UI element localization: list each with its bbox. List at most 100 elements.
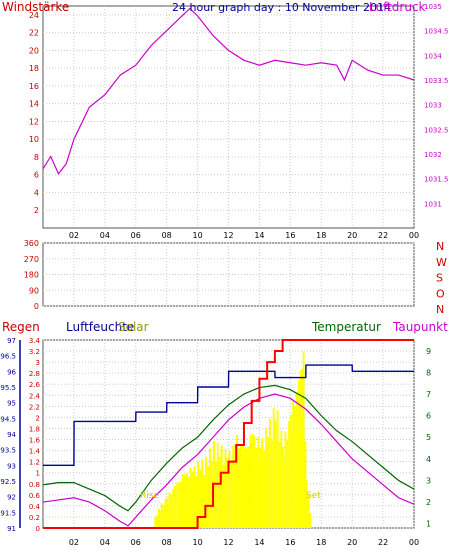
solar-bar <box>288 420 291 528</box>
dewpoint-label: Taupunkt <box>392 320 448 334</box>
rain-tick-label: 0.6 <box>29 492 41 500</box>
pressure-tick-label: 1034 <box>424 52 442 60</box>
rain-tick-label: 2 <box>36 414 40 422</box>
humidity-tick-label: 95 <box>7 400 16 408</box>
solar-bar <box>164 499 167 528</box>
solar-bars <box>154 351 312 528</box>
solar-bar <box>195 475 198 528</box>
pressure-time-tick: 14 <box>254 231 264 240</box>
compass-label: O <box>436 287 445 300</box>
solar-bar <box>156 515 159 528</box>
sunset-label: Set <box>306 491 321 501</box>
solar-bar <box>234 445 236 528</box>
climate-grid <box>43 339 415 529</box>
pressure-time-tick: 02 <box>69 231 79 240</box>
temperature-label: Temperatur <box>311 320 381 334</box>
solar-bar <box>222 464 225 528</box>
climate-time-tick: 00 <box>409 538 419 547</box>
solar-bar <box>270 440 273 528</box>
chart-title: 24 hour graph day : 10 November 2014 <box>172 1 391 14</box>
wind-tick-label: 20 <box>29 46 39 55</box>
solar-bar <box>292 400 295 528</box>
solar-label: Solar <box>118 320 149 334</box>
pressure-tick-label: 1035 <box>424 3 442 11</box>
climate-time-tick: 04 <box>100 538 110 547</box>
wind-axis-label: Windstärke <box>2 0 69 14</box>
solar-bar <box>214 460 217 528</box>
temperature-tick-label: 9 <box>426 347 431 356</box>
solar-bar <box>304 441 307 528</box>
compass-label: N <box>436 303 444 316</box>
pressure-time-tick: 00 <box>409 231 419 240</box>
temperature-tick-label: 8 <box>426 368 431 377</box>
climate-time-tick: 18 <box>316 538 326 547</box>
humidity-tick-label: 94.5 <box>0 415 16 423</box>
solar-bar <box>216 442 219 528</box>
humidity-line <box>43 364 414 467</box>
solar-bar <box>160 503 163 528</box>
solar-bar <box>189 473 192 528</box>
wind-axis-ticks: 24 22 20 18 16 14 12 10 8 6 4 2 <box>29 11 39 215</box>
solar-bar <box>247 446 250 528</box>
temperature-tick-label: 2 <box>426 498 431 507</box>
pressure-tick-label: 1033 <box>424 102 442 110</box>
pressure-time-ticks: 02 04 06 08 10 12 14 16 18 20 22 00 <box>69 231 419 240</box>
solar-bar <box>276 410 279 528</box>
rain-tick-label: 1.8 <box>29 425 40 433</box>
solar-bar <box>284 431 287 528</box>
wind-tick-label: 2 <box>34 206 39 215</box>
temperature-axis-ticks: 9 8 7 6 5 4 3 2 1 <box>426 347 431 529</box>
climate-time-tick: 12 <box>223 538 233 547</box>
pressure-time-tick: 22 <box>378 231 388 240</box>
solar-bar <box>307 494 310 528</box>
rain-label: Regen <box>2 320 40 334</box>
solar-bar <box>228 450 231 528</box>
pressure-grid <box>43 6 415 228</box>
compass-label: N <box>436 240 444 253</box>
solar-bar <box>154 516 157 528</box>
climate-time-tick: 06 <box>131 538 141 547</box>
rain-tick-label: 0 <box>36 525 40 533</box>
pressure-tick-label: 1034.5 <box>424 28 449 36</box>
solar-bar <box>218 456 221 528</box>
humidity-tick-label: 91 <box>7 525 16 533</box>
pressure-line <box>42 7 415 175</box>
solar-bar <box>305 479 308 528</box>
rain-tick-label: 3.4 <box>29 337 41 345</box>
pressure-time-tick: 18 <box>316 231 326 240</box>
solar-bar <box>183 474 186 528</box>
temperature-tick-label: 1 <box>426 520 431 529</box>
solar-bar <box>280 430 283 528</box>
solar-bar <box>236 434 239 528</box>
climate-time-tick: 16 <box>285 538 295 547</box>
temperature-tick-label: 7 <box>426 390 431 399</box>
temperature-tick-label: 4 <box>426 455 431 464</box>
wind-tick-label: 16 <box>29 82 39 91</box>
rain-axis-ticks: 3.4 3.2 3 2.8 2.6 2.4 2.2 2 1.8 1.6 1.4 1.2 1 0.8 0.6 0… <box>29 337 41 533</box>
solar-bar <box>230 460 233 528</box>
solar-bar <box>176 482 179 528</box>
sunrise-label: Rise <box>140 491 159 501</box>
solar-bar <box>251 433 254 528</box>
solar-bar <box>294 406 296 528</box>
rain-tick-label: 2.2 <box>29 403 40 411</box>
rain-line <box>43 339 414 529</box>
solar-bar <box>191 471 194 528</box>
wind-tick-label: 22 <box>29 29 39 38</box>
solar-bar <box>259 447 262 528</box>
pressure-tick-label: 1031 <box>424 200 442 208</box>
pressure-axis-label: Luftdruck <box>369 0 426 14</box>
wind-tick-label: 18 <box>29 64 39 73</box>
pressure-time-tick: 08 <box>162 231 172 240</box>
solar-bar <box>187 477 190 528</box>
rain-tick-label: 1 <box>36 470 40 478</box>
solar-bar <box>261 437 264 528</box>
wind-direction-tick-label: 180 <box>24 271 39 280</box>
rain-tick-label: 3 <box>36 359 40 367</box>
wind-tick-label: 24 <box>29 11 39 20</box>
rain-tick-label: 1.4 <box>29 448 41 456</box>
